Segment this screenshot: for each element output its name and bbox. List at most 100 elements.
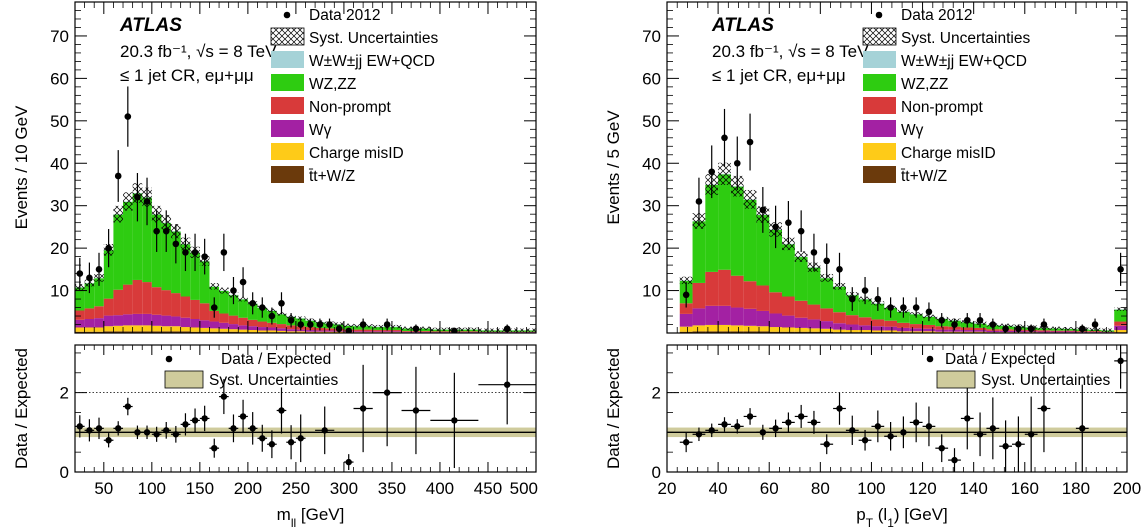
ratio-point	[163, 427, 170, 434]
ratio-point	[708, 427, 715, 434]
bar-np	[897, 322, 910, 328]
bar-ttv	[692, 331, 706, 333]
bar-wg	[935, 329, 949, 332]
bar-np	[909, 324, 923, 329]
syst-band	[343, 323, 354, 328]
ratio-point	[268, 441, 276, 448]
main-plot-area	[75, 86, 536, 333]
syst-band	[113, 205, 124, 223]
x-tick-label: 60	[760, 479, 779, 498]
bar-wg	[1114, 325, 1127, 331]
data-point	[86, 274, 93, 282]
bar-qmis	[113, 325, 124, 332]
bar-qmis	[679, 326, 693, 332]
y-tick-label: 50	[642, 112, 661, 131]
bar-np	[372, 330, 402, 332]
ratio-point	[503, 381, 511, 388]
legend-syst-label: Syst. Uncertainties	[901, 30, 1030, 47]
bar-wzzz	[743, 199, 757, 282]
bar-np	[113, 289, 124, 316]
bar-qmis	[820, 328, 834, 332]
x-axis-title-paren: (l	[873, 505, 887, 524]
legend-label-4: Charge misID	[309, 145, 404, 162]
y-axis-title: Events / 5 GeV	[604, 110, 623, 225]
bar-qmis	[315, 331, 325, 333]
legend-label-5: t̄t+W/Z	[308, 168, 355, 185]
bar-wzzz	[794, 257, 808, 301]
bar-ttv	[807, 331, 821, 333]
bar-wg	[845, 324, 859, 331]
legend-label-3: Wγ	[901, 122, 924, 139]
bar-wzzz	[871, 303, 885, 320]
bar-wg	[794, 317, 808, 328]
x-tick-label: 50	[94, 479, 113, 498]
bar-np	[922, 324, 936, 329]
y-tick-label: 30	[50, 197, 69, 216]
ratio-point	[345, 458, 352, 466]
bar-np	[199, 303, 210, 321]
bar-qmis	[199, 327, 210, 332]
bar-ttv	[743, 331, 757, 333]
bar-np	[132, 279, 143, 314]
bar-qmis	[247, 330, 258, 333]
data-point	[1078, 325, 1086, 333]
x-axis-title-sub: T	[866, 516, 874, 530]
bar-wg	[113, 315, 124, 326]
data-point	[1091, 321, 1099, 328]
bar-ttv	[219, 331, 229, 333]
bar-np	[807, 304, 821, 320]
bar-np	[730, 275, 744, 308]
bar-wzzz	[692, 221, 706, 283]
bar-wzzz	[1114, 309, 1127, 322]
data-point	[359, 321, 367, 328]
ratio-point	[989, 425, 997, 432]
data-point	[963, 316, 971, 324]
bar-ttv	[209, 331, 220, 333]
x-tick-label: 100	[138, 479, 166, 498]
ratio-point	[287, 439, 295, 446]
ratio-frame	[666, 344, 1128, 473]
legend-swatch-0	[271, 51, 304, 68]
ratio-legend-data-label: Data / Expected	[945, 351, 1055, 368]
legend-swatch-4	[863, 143, 896, 160]
syst-band	[743, 189, 757, 209]
data-point	[307, 321, 314, 328]
data-point	[925, 308, 933, 316]
bar-wzzz	[276, 314, 287, 325]
y-tick-label: 40	[50, 154, 69, 173]
bar-wg	[219, 322, 229, 329]
data-point	[938, 316, 946, 324]
syst-band	[718, 162, 731, 186]
bar-qmis	[151, 325, 162, 332]
bar-wg	[75, 319, 85, 328]
bar-wg	[807, 319, 821, 329]
bar-qmis	[238, 329, 248, 333]
syst-band	[219, 287, 229, 294]
ratio-y-tick-label: 2	[60, 384, 69, 403]
ratio-point	[797, 413, 805, 420]
bar-qmis	[171, 326, 181, 332]
bar-np	[228, 315, 239, 325]
bar-np	[960, 327, 974, 331]
data-point	[201, 253, 208, 260]
ratio-plot-area	[667, 345, 1127, 472]
data-point	[810, 249, 818, 256]
ratio-point	[912, 419, 920, 426]
ratio-point	[823, 441, 830, 448]
bar-wzzz	[142, 197, 152, 283]
ratio-point	[153, 431, 160, 438]
bar-qmis	[267, 330, 277, 333]
legend-swatch-1	[271, 74, 304, 91]
data-point	[230, 287, 237, 294]
bar-np	[1114, 321, 1127, 326]
bar-wg	[228, 324, 239, 330]
data-point	[861, 287, 869, 294]
bar-wzzz	[807, 267, 821, 305]
x-axis-title-sub2: 1	[887, 516, 894, 530]
y-tick-label: 30	[642, 197, 661, 216]
ratio-point	[115, 425, 122, 432]
bar-wg	[315, 330, 325, 332]
bar-wg	[161, 315, 172, 327]
ratio-point	[1002, 443, 1009, 450]
